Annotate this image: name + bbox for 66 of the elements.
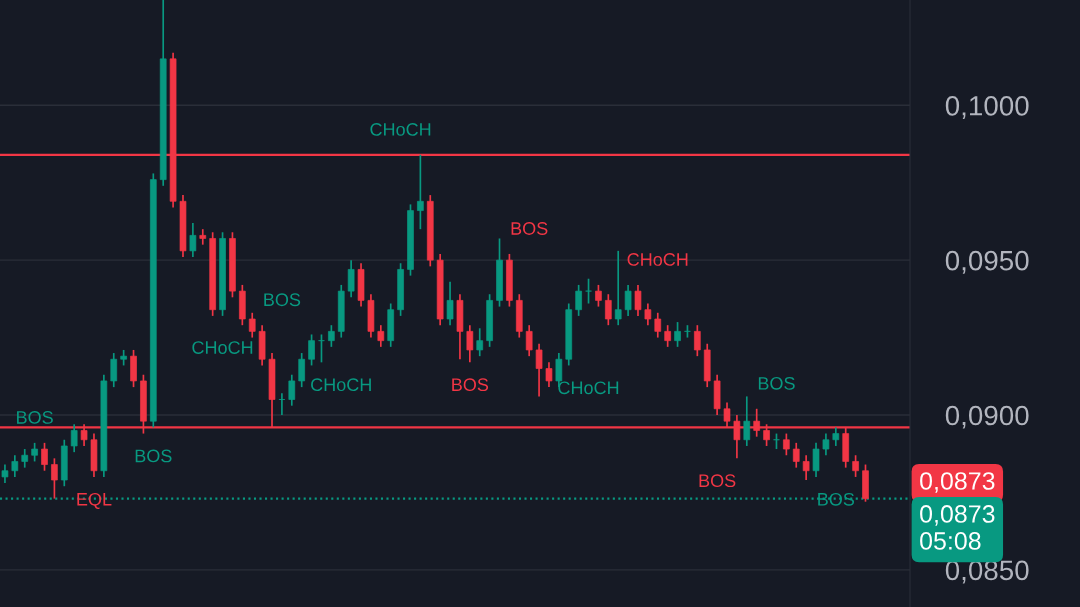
y-tick-label: 0,0950 <box>945 250 1029 274</box>
candlestick <box>189 222 197 258</box>
candlestick <box>624 284 632 317</box>
candlestick <box>664 324 671 348</box>
candlestick <box>644 302 652 327</box>
candlestick <box>674 321 681 348</box>
candlestick <box>31 442 38 463</box>
candlestick <box>654 311 662 339</box>
candlestick <box>822 432 830 457</box>
annotation: BOS <box>264 293 301 307</box>
candlestick <box>595 284 602 308</box>
candlestick <box>110 352 118 388</box>
annotation: EQL <box>77 492 112 509</box>
candlestick <box>634 284 642 317</box>
candlestick <box>614 250 622 327</box>
candlestick <box>446 280 454 327</box>
candlestick <box>783 432 790 457</box>
candlestick <box>308 333 315 367</box>
annotation: CHoCH <box>192 341 253 354</box>
annotation: BOS <box>818 492 855 506</box>
candlestick <box>812 442 820 478</box>
candlestick <box>21 448 29 469</box>
candlestick <box>318 333 325 364</box>
y-tick-label: 0,0900 <box>945 405 1029 429</box>
annotation: BOS <box>699 474 736 488</box>
candlestick <box>802 454 810 481</box>
text: 0,0873 05:08 <box>920 505 995 550</box>
candlestick <box>199 228 207 246</box>
candlestick <box>852 454 859 478</box>
candlestick <box>694 324 701 357</box>
candlestick <box>832 426 840 447</box>
annotation: CHoCH <box>627 253 688 266</box>
candlestick <box>328 324 335 348</box>
candlestick <box>476 327 484 357</box>
candlestick <box>41 442 48 472</box>
candlestick <box>545 361 553 388</box>
candlestick <box>278 392 286 416</box>
annotation: BOS <box>758 376 795 390</box>
candlestick <box>11 454 19 478</box>
annotation: CHoCH <box>311 378 371 392</box>
annotation: BOS <box>135 449 172 463</box>
candlestick <box>248 311 256 339</box>
annotation: CHoCH <box>370 123 431 136</box>
candlestick <box>743 395 751 447</box>
annotation: BOS <box>511 222 548 235</box>
candlestick <box>1 463 9 484</box>
candlestick <box>605 293 612 327</box>
candlestick <box>298 352 305 388</box>
text: 0,0873 <box>920 472 995 493</box>
candlestick <box>70 423 78 453</box>
candlestick <box>575 284 582 317</box>
candlestick <box>585 277 592 305</box>
candlestick <box>525 324 533 357</box>
candlestick <box>347 259 355 299</box>
annotation: BOS <box>17 411 53 424</box>
candlestick <box>288 373 296 407</box>
y-tick-label: 0,1000 <box>945 95 1029 119</box>
annotation: CHoCH <box>558 381 619 395</box>
candlestick <box>417 154 424 231</box>
candlestick <box>466 324 474 364</box>
y-tick-label: 0,0850 <box>945 560 1029 584</box>
candlestick <box>51 457 58 500</box>
annotation: BOS <box>452 378 489 392</box>
candlestick <box>792 442 800 469</box>
candlestick <box>377 324 385 348</box>
candlestick <box>535 342 543 398</box>
